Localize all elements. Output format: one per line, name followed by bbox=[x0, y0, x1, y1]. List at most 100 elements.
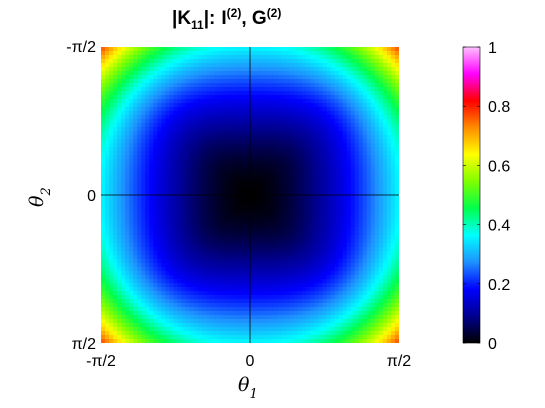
heatmap-cell bbox=[189, 151, 195, 156]
heatmap-cell bbox=[322, 239, 328, 244]
heatmap-cell bbox=[358, 211, 364, 216]
heatmap-cell bbox=[298, 51, 303, 56]
heatmap-cell bbox=[201, 291, 207, 296]
heatmap-cell bbox=[314, 275, 320, 280]
heatmap-cell bbox=[298, 71, 303, 76]
heatmap-cell bbox=[342, 135, 348, 140]
heatmap-cell bbox=[197, 311, 203, 316]
heatmap-cell bbox=[366, 179, 372, 184]
heatmap-cell bbox=[350, 251, 356, 256]
heatmap-cell bbox=[274, 179, 279, 184]
heatmap-cell bbox=[133, 211, 138, 216]
heatmap-cell bbox=[241, 243, 247, 248]
heatmap-cell bbox=[145, 299, 150, 304]
heatmap-cell bbox=[354, 219, 360, 224]
heatmap-cell bbox=[294, 155, 299, 160]
heatmap-cell bbox=[137, 143, 142, 148]
heatmap-cell bbox=[362, 111, 368, 116]
heatmap-cell bbox=[330, 67, 336, 72]
heatmap-cell bbox=[270, 115, 275, 120]
heatmap-cell bbox=[177, 295, 183, 300]
heatmap-cell bbox=[378, 311, 384, 316]
heatmap-cell bbox=[318, 127, 324, 132]
heatmap-cell bbox=[125, 135, 130, 140]
heatmap-cell bbox=[121, 227, 126, 232]
heatmap-cell bbox=[153, 251, 158, 256]
heatmap-cell bbox=[318, 83, 324, 88]
heatmap-cell bbox=[105, 127, 110, 132]
heatmap-cell bbox=[286, 55, 291, 60]
heatmap-cell bbox=[109, 135, 114, 140]
heatmap-cell bbox=[254, 275, 259, 280]
heatmap-cell bbox=[282, 203, 287, 208]
heatmap-cell bbox=[346, 303, 352, 308]
heatmap-cell bbox=[209, 67, 215, 72]
heatmap-cell bbox=[350, 123, 356, 128]
heatmap-cell bbox=[270, 67, 275, 72]
heatmap-cell bbox=[330, 299, 336, 304]
heatmap-cell bbox=[394, 283, 399, 288]
heatmap-cell bbox=[274, 311, 279, 316]
heatmap-cell bbox=[177, 203, 183, 208]
heatmap-cell bbox=[326, 87, 332, 92]
heatmap-cell bbox=[298, 79, 303, 84]
heatmap-cell bbox=[266, 211, 271, 216]
heatmap-cell bbox=[177, 135, 183, 140]
heatmap-cell bbox=[318, 175, 324, 180]
heatmap-cell bbox=[378, 251, 384, 256]
heatmap-cell bbox=[113, 63, 118, 68]
heatmap-cell bbox=[350, 255, 356, 260]
heatmap-cell bbox=[101, 95, 106, 100]
heatmap-cell bbox=[326, 115, 332, 120]
heatmap-cell bbox=[378, 87, 384, 92]
heatmap-cell bbox=[378, 167, 384, 172]
heatmap-cell bbox=[294, 67, 299, 72]
heatmap-cell bbox=[141, 187, 146, 192]
heatmap-cell bbox=[105, 259, 110, 264]
heatmap-cell bbox=[326, 103, 332, 108]
heatmap-cell bbox=[229, 83, 235, 88]
heatmap-cell bbox=[262, 275, 267, 280]
heatmap-cell bbox=[221, 79, 227, 84]
heatmap-cell bbox=[334, 287, 340, 292]
heatmap-cell bbox=[101, 187, 106, 192]
heatmap-cell bbox=[286, 187, 291, 192]
heatmap-cell bbox=[217, 155, 223, 160]
heatmap-cell bbox=[390, 299, 396, 304]
heatmap-cell bbox=[161, 183, 167, 188]
heatmap-cell bbox=[193, 83, 199, 88]
heatmap-cell bbox=[266, 51, 271, 56]
heatmap-cell bbox=[229, 79, 235, 84]
heatmap-cell bbox=[221, 287, 227, 292]
heatmap-cell bbox=[342, 195, 348, 200]
heatmap-cell bbox=[161, 167, 167, 172]
heatmap-cell bbox=[157, 175, 163, 180]
heatmap-cell bbox=[229, 299, 235, 304]
heatmap-cell bbox=[358, 287, 364, 292]
heatmap-cell bbox=[302, 259, 307, 264]
heatmap-cell bbox=[133, 75, 138, 80]
heatmap-cell bbox=[394, 151, 399, 156]
heatmap-cell bbox=[205, 107, 211, 112]
heatmap-cell bbox=[290, 283, 295, 288]
heatmap-cell bbox=[326, 295, 332, 300]
heatmap-cell bbox=[165, 291, 171, 296]
heatmap-cell bbox=[346, 119, 352, 124]
heatmap-cell bbox=[189, 283, 195, 288]
heatmap-cell bbox=[201, 51, 207, 56]
heatmap-cell bbox=[282, 243, 287, 248]
heatmap-cell bbox=[177, 243, 183, 248]
heatmap-cell bbox=[282, 115, 287, 120]
heatmap-cell bbox=[181, 75, 187, 80]
heatmap-cell bbox=[390, 83, 396, 88]
heatmap-cell bbox=[262, 163, 267, 168]
heatmap-cell bbox=[258, 75, 263, 80]
heatmap-cell bbox=[193, 63, 199, 68]
heatmap-cell bbox=[342, 95, 348, 100]
heatmap-cell bbox=[250, 111, 255, 116]
heatmap-cell bbox=[117, 163, 122, 168]
heatmap-cell bbox=[221, 179, 227, 184]
heatmap-cell bbox=[294, 171, 299, 176]
heatmap-cell bbox=[201, 171, 207, 176]
heatmap-cell bbox=[181, 55, 187, 60]
